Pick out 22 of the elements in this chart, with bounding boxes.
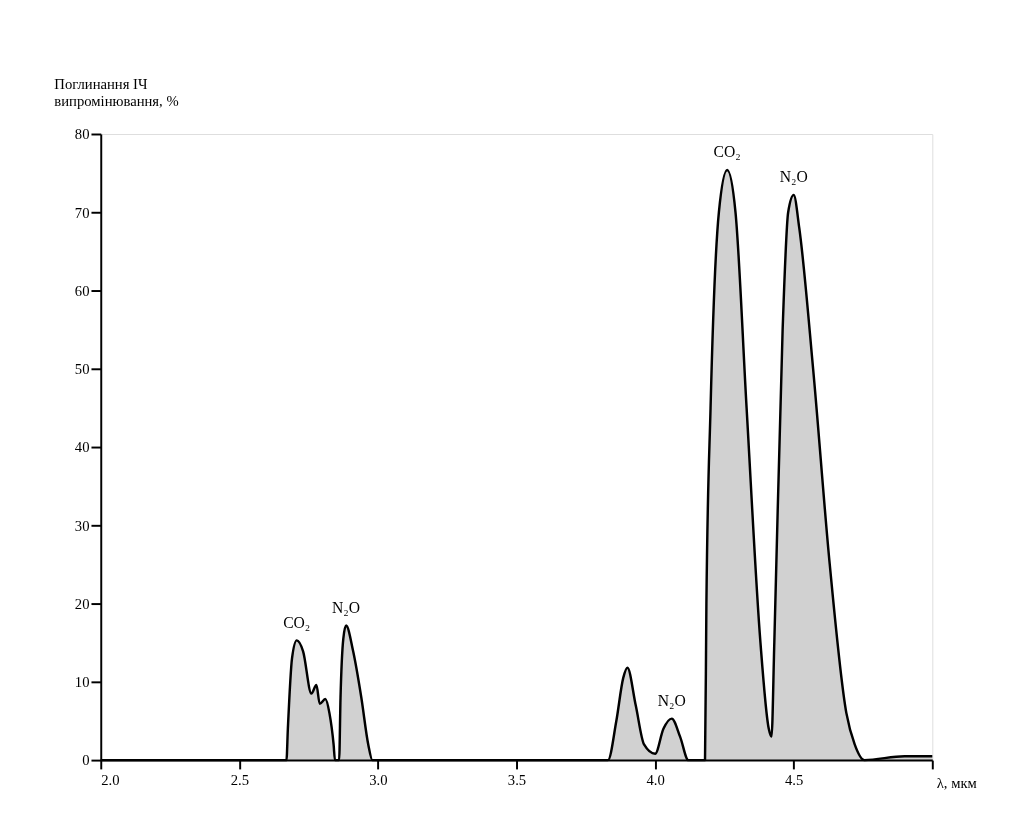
y-tick-label: 80 — [74, 126, 90, 143]
y-tick-label: 50 — [74, 361, 90, 378]
x-axis-title: λ, мкм — [936, 774, 977, 791]
x-tick-label: 4.0 — [646, 772, 665, 789]
y-tick-label: 0 — [82, 752, 90, 769]
y-tick-label: 10 — [74, 674, 90, 691]
y-tick-label: 40 — [74, 439, 90, 456]
annotation: N₂O — [332, 598, 361, 616]
x-tick-label: 4.5 — [785, 772, 804, 789]
x-tick-label: 2.0 — [101, 772, 120, 789]
y-tick-label: 30 — [74, 517, 90, 534]
x-tick-label: 3.0 — [369, 772, 388, 789]
annotation: N₂O — [779, 168, 808, 186]
x-tick-label: 2.5 — [230, 772, 250, 789]
y-axis-title: Поглинання ІЧ випромінювання, % — [54, 76, 179, 110]
y-tick-label: 70 — [74, 204, 90, 221]
annotation: CO₂ — [713, 143, 741, 161]
annotation: CO₂ — [283, 613, 311, 631]
y-tick-label: 20 — [74, 595, 90, 612]
y-tick-label: 60 — [74, 282, 90, 299]
x-tick-label: 3.5 — [507, 772, 527, 789]
annotation: N₂O — [657, 691, 686, 709]
